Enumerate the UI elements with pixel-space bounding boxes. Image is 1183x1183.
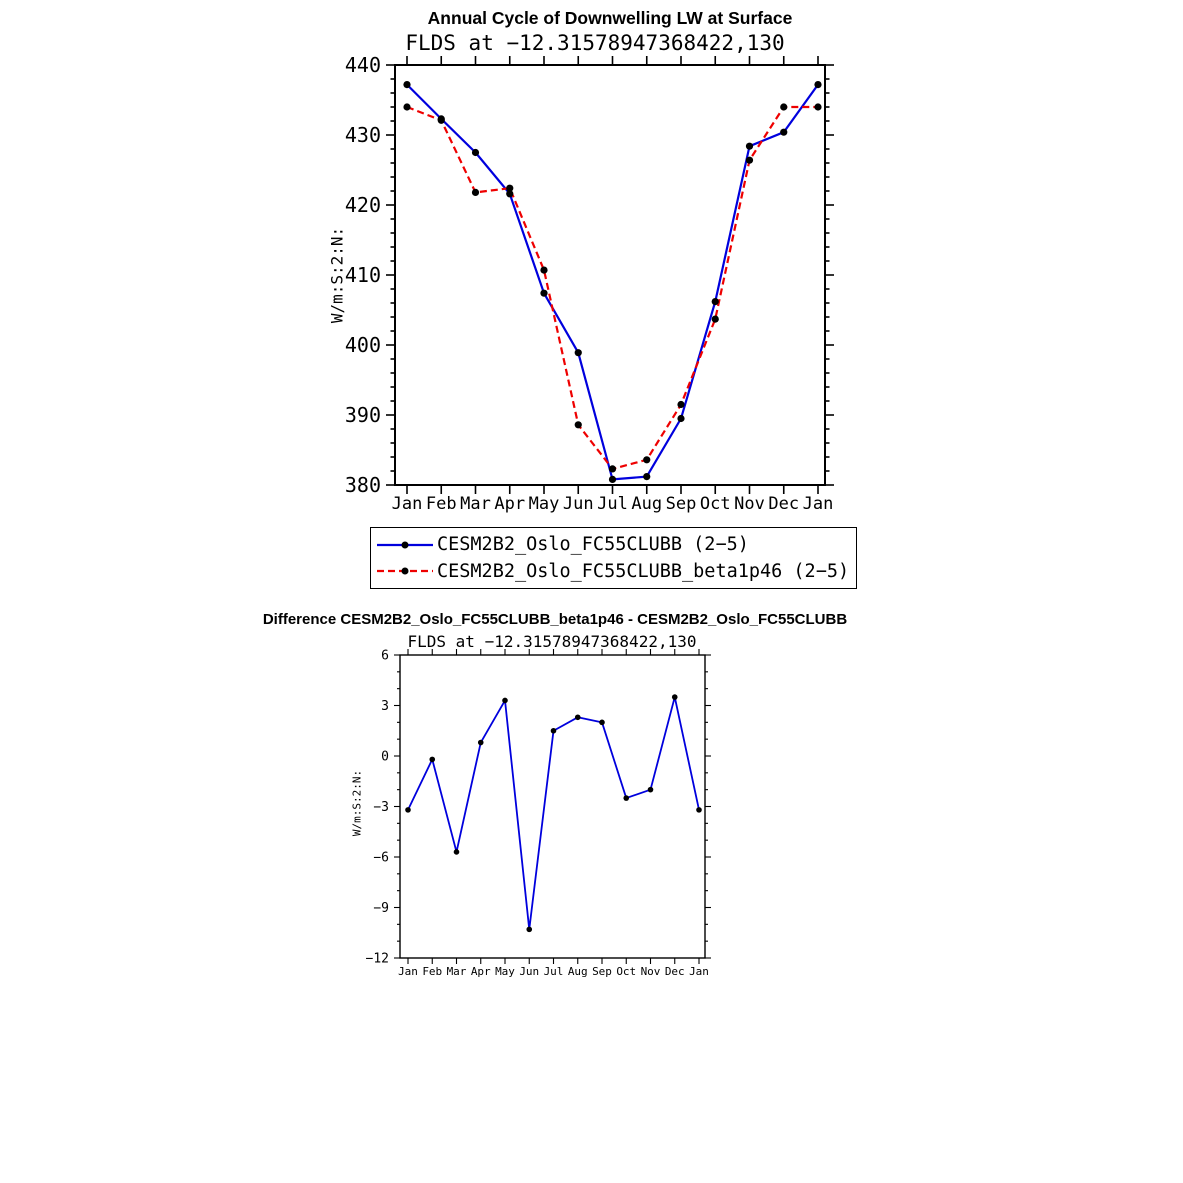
top-chart-y-tick-label: 430 [345,123,381,147]
top-chart-x-tick-label: Jan [803,494,834,514]
bottom-chart-y-tick-label: −9 [373,901,389,916]
top-chart-series-2-marker [540,266,548,274]
top-chart-series-1-marker [506,190,514,198]
top-chart-y-tick-label: 440 [345,53,381,77]
top-chart-y-tick-label: 420 [345,193,381,217]
bottom-chart-y-tick-label: −12 [366,952,389,967]
top-chart-series-1-marker [471,148,480,157]
top-chart-series-2-marker [471,188,480,196]
top-chart-y-tick-label: 410 [345,263,381,287]
bottom-chart-series-1-marker [405,807,411,813]
bottom-chart-series-1-marker [696,807,702,813]
bottom-chart-x-tick-label: Nov [641,965,661,978]
legend-sample-dashed [377,567,433,575]
bottom-chart-series-1-marker [453,849,460,855]
top-chart-series-2-marker [506,184,514,192]
top-chart-x-tick-label: May [529,494,560,514]
top-chart-x-tick-label: Feb [426,494,457,514]
bottom-chart-subtitle: FLDS at −12.31578947368422,130 [407,632,697,651]
top-chart-series-2-marker [814,103,822,111]
top-chart-series-1-marker [643,473,651,481]
top-chart-subtitle: FLDS at −12.31578947368422,130 [405,31,785,55]
top-chart-series-2-marker [711,315,719,323]
top-chart-x-tick-label: Apr [494,494,525,514]
bottom-chart-x-tick-label: Aug [568,965,588,978]
top-chart-x-tick-label: Jan [392,494,423,514]
bottom-chart-series-1-marker [671,694,678,700]
bottom-chart-x-tick-label: Jul [544,965,564,978]
top-chart-series-2-marker [643,456,651,464]
top-chart-series-2-marker [780,103,788,111]
bottom-chart-y-tick-label: −6 [373,851,389,866]
bottom-chart-series-1-marker [502,697,508,704]
top-chart-y-tick-label: 380 [345,473,381,497]
top-chart-series-1-marker [677,414,685,423]
bottom-chart-x-tick-label: Oct [616,965,636,978]
top-chart-series-1-marker [403,81,411,89]
legend-sample-solid [377,541,433,549]
bottom-chart-series-1-marker [647,786,654,793]
top-chart-x-tick-label: Mar [460,494,491,514]
top-chart-x-tick-label: Jul [597,494,628,514]
bottom-chart-x-tick-label: Feb [422,965,442,978]
legend-marker-dot-icon [401,567,409,575]
legend-entry-cesm2b2-oslo-fc55clubb: CESM2B2_Oslo_FC55CLUBB (2−5) [375,534,852,555]
legend-entry-cesm2b2-oslo-fc55clubb-beta1p46: CESM2B2_Oslo_FC55CLUBB_beta1p46 (2−5) [375,561,852,582]
bottom-chart-frame [399,654,706,959]
bottom-chart-series-1-marker [429,756,436,763]
top-chart-frame [394,64,826,486]
bottom-chart-x-tick-label: Mar [447,965,467,978]
top-chart-series-1-marker [745,142,754,150]
bottom-chart-x-tick-label: Jun [519,965,539,978]
bottom-chart-series-1-marker [477,739,484,746]
bottom-chart-y-tick-label: −3 [373,800,389,815]
legend-label-series-2: CESM2B2_Oslo_FC55CLUBB_beta1p46 (2−5) [437,560,850,582]
top-chart-series-1-marker [540,289,548,297]
top-chart-series-1-marker [814,81,822,89]
bottom-chart-x-tick-label: Jan [398,965,418,978]
top-chart-series-2-marker [677,400,685,409]
bottom-chart-series-1-marker [623,795,630,801]
legend-label-series-1: CESM2B2_Oslo_FC55CLUBB (2−5) [437,534,749,556]
bottom-chart-series-1-marker [599,719,605,726]
bottom-chart-series-1-marker [526,926,533,933]
top-chart-x-tick-label: Aug [631,494,662,514]
top-chart-series-1-marker [574,349,582,357]
top-chart-y-tick-label: 400 [345,333,381,357]
top-chart-y-tick-label: 390 [345,403,381,427]
bottom-chart-series-1-marker [550,727,557,734]
top-chart-series-2-marker [574,421,582,429]
top-chart-x-tick-label: Sep [666,494,697,514]
bottom-chart-x-tick-label: May [495,965,515,978]
top-chart-x-tick-label: Nov [734,494,765,514]
top-chart-series-2-marker [745,156,754,164]
bottom-chart-x-tick-label: Jan [689,965,709,978]
bottom-chart-x-tick-label: Sep [592,965,612,978]
bottom-chart-y-axis-label: W/m:S:2:N: [350,769,364,837]
bottom-chart-title: Difference CESM2B2_Oslo_FC55CLUBB_beta1p… [262,611,848,628]
top-chart-series-1-marker [780,128,788,136]
bottom-chart-x-tick-label: Dec [665,965,685,978]
top-chart-x-tick-label: Dec [768,494,799,514]
top-chart-x-tick-label: Oct [700,494,731,514]
top-chart-series-2-marker [608,465,617,473]
top-chart-series-2-marker [403,103,411,111]
top-chart-series-1-marker [608,475,617,483]
legend-marker-dot-icon [401,541,409,549]
top-chart-series-1-marker [711,298,719,306]
top-chart-series-2-marker [437,116,445,124]
bottom-chart-y-tick-label: 6 [381,649,389,664]
bottom-chart-y-tick-label: 3 [381,699,389,714]
top-chart-y-axis-label: W/m:S:2:N: [327,226,347,324]
bottom-chart-series-1-marker [574,714,581,721]
bottom-chart-y-tick-label: 0 [381,750,389,765]
top-chart-x-tick-label: Jun [563,494,594,514]
top-chart-series-1-line [406,83,819,481]
bottom-chart-x-tick-label: Apr [471,965,491,978]
top-chart-title: Annual Cycle of Downwelling LW at Surfac… [427,8,793,28]
top-chart-series-2-line [406,105,818,470]
legend-box: CESM2B2_Oslo_FC55CLUBB (2−5) CESM2B2_Osl… [370,527,857,589]
